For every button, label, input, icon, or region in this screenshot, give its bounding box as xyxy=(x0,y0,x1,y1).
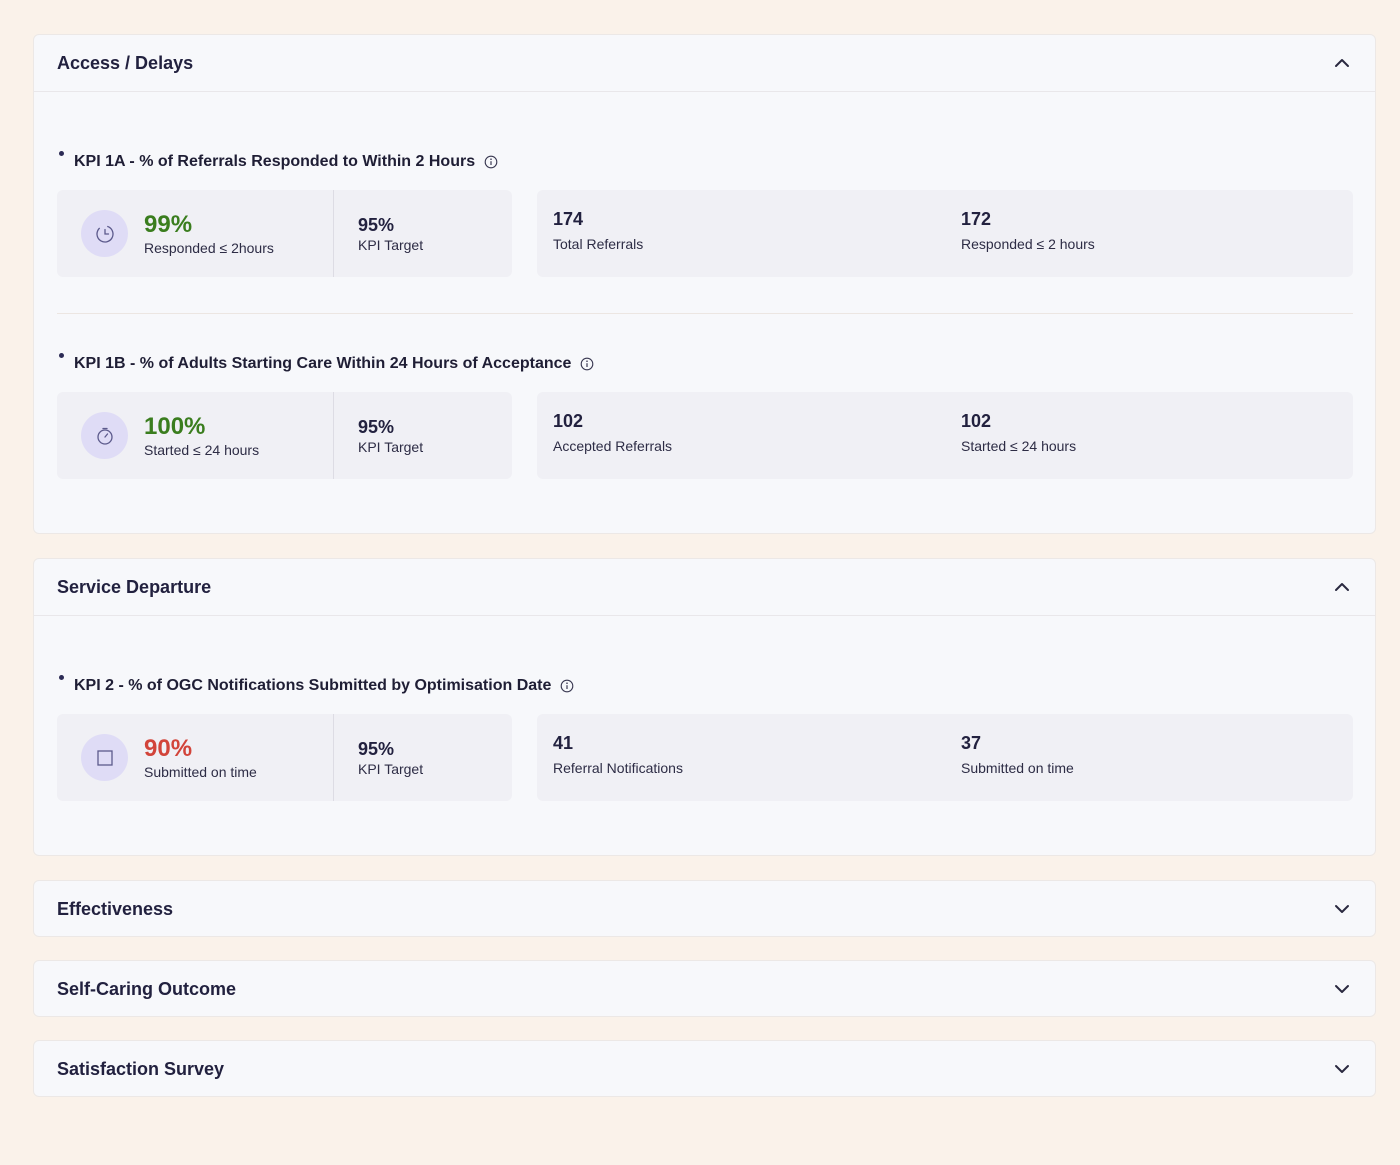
icon-circle xyxy=(81,210,128,257)
kpi-percent-label: Submitted on time xyxy=(144,764,257,780)
kpi-percent: 100% xyxy=(144,413,206,440)
stat-label: Referral Notifications xyxy=(553,760,683,776)
section-header-self-caring-outcome[interactable]: Self-Caring Outcome xyxy=(34,961,1375,1017)
kpi-row: 90% Submitted on time 95% KPI Target 41 … xyxy=(57,714,1353,801)
chevron-down-icon[interactable] xyxy=(1333,900,1351,918)
kpi-summary-card: 99% Responded ≤ 2hours 95% KPI Target xyxy=(57,190,512,277)
section-satisfaction-survey: Satisfaction Survey xyxy=(33,1040,1376,1097)
kpi-2: KPI 2 - % of OGC Notifications Submitted… xyxy=(57,673,1353,801)
bullet-dot xyxy=(59,675,64,680)
icon-circle xyxy=(81,734,128,781)
chevron-up-icon[interactable] xyxy=(1333,54,1351,72)
kpi-target-value: 95% xyxy=(358,417,395,437)
section-title: Effectiveness xyxy=(57,898,174,919)
kpi-stats-card: 41 Referral Notifications 37 Submitted o… xyxy=(537,714,1353,801)
stat-value: 41 xyxy=(553,733,574,753)
percent-block: 100% Started ≤ 24 hours xyxy=(144,413,259,458)
stat-total: 102 Accepted Referrals xyxy=(553,410,672,454)
kpi-percent-label: Responded ≤ 2hours xyxy=(144,240,274,256)
stat-label: Submitted on time xyxy=(961,760,1074,776)
stat-achieved: 172 Responded ≤ 2 hours xyxy=(961,208,1095,252)
kpi-percent-panel: 99% Responded ≤ 2hours xyxy=(57,190,334,277)
kpi-percent: 90% xyxy=(144,735,193,762)
stat-value: 174 xyxy=(553,209,584,229)
kpi-title: KPI 1A - % of Referrals Responded to Wit… xyxy=(57,149,1353,175)
chevron-down-icon[interactable] xyxy=(1333,1060,1351,1078)
kpi-row: 100% Started ≤ 24 hours 95% KPI Target 1… xyxy=(57,392,1353,479)
stat-value: 102 xyxy=(961,411,992,431)
stat-total: 41 Referral Notifications xyxy=(553,732,683,776)
chevron-up-icon[interactable] xyxy=(1333,578,1351,596)
kpi-target-label: KPI Target xyxy=(358,761,424,777)
section-access-delays: Access / Delays KPI 1A - % of Referrals … xyxy=(33,34,1376,534)
kpi-target-value: 95% xyxy=(358,739,395,759)
kpi-summary-card: 100% Started ≤ 24 hours 95% KPI Target xyxy=(57,392,512,479)
section-header-service-departure[interactable]: Service Departure xyxy=(34,559,1375,615)
stat-label: Accepted Referrals xyxy=(553,438,673,454)
section-header-effectiveness[interactable]: Effectiveness xyxy=(34,881,1375,937)
info-icon[interactable] xyxy=(560,679,574,693)
section-header-satisfaction-survey[interactable]: Satisfaction Survey xyxy=(34,1041,1375,1097)
info-icon[interactable] xyxy=(484,155,498,169)
section-body: KPI 1A - % of Referrals Responded to Wit… xyxy=(34,91,1375,534)
bullet-dot xyxy=(59,151,64,156)
stat-value: 37 xyxy=(961,733,982,753)
section-self-caring-outcome: Self-Caring Outcome xyxy=(33,960,1376,1017)
clock-icon xyxy=(95,224,114,243)
section-service-departure: Service Departure KPI 2 - % of OGC Notif… xyxy=(33,558,1376,856)
checkbox-icon xyxy=(96,749,113,766)
kpi-target-panel: 95% KPI Target xyxy=(334,190,423,277)
kpi-stats-card: 174 Total Referrals 172 Responded ≤ 2 ho… xyxy=(537,190,1353,277)
section-title: Self-Caring Outcome xyxy=(57,978,237,999)
stopwatch-icon xyxy=(96,427,113,445)
kpi-title-text: KPI 1B - % of Adults Starting Care Withi… xyxy=(74,355,572,372)
stat-total: 174 Total Referrals xyxy=(553,208,643,252)
kpi-summary-card: 90% Submitted on time 95% KPI Target xyxy=(57,714,512,801)
kpi-stats-card: 102 Accepted Referrals 102 Started ≤ 24 … xyxy=(537,392,1353,479)
kpi-target-label: KPI Target xyxy=(358,439,424,455)
kpi-title: KPI 1B - % of Adults Starting Care Withi… xyxy=(57,351,1353,377)
stat-label: Total Referrals xyxy=(553,236,644,252)
stat-label: Responded ≤ 2 hours xyxy=(961,236,1095,252)
kpi-title-text: KPI 2 - % of OGC Notifications Submitted… xyxy=(74,677,552,694)
kpi-target-value: 95% xyxy=(358,215,395,235)
kpi-percent-panel: 90% Submitted on time xyxy=(57,714,334,801)
stat-achieved: 37 Submitted on time xyxy=(961,732,1074,776)
kpi-percent: 99% xyxy=(144,211,193,238)
chevron-down-icon[interactable] xyxy=(1333,980,1351,998)
bullet-dot xyxy=(59,353,64,358)
stat-value: 172 xyxy=(961,209,992,229)
kpi-target-panel: 95% KPI Target xyxy=(334,714,423,801)
stat-label: Started ≤ 24 hours xyxy=(961,438,1077,454)
info-icon[interactable] xyxy=(580,357,594,371)
stat-value: 102 xyxy=(553,411,584,431)
kpi-target-panel: 95% KPI Target xyxy=(334,392,423,479)
percent-block: 90% Submitted on time xyxy=(144,735,257,780)
kpi-percent-panel: 100% Started ≤ 24 hours xyxy=(57,392,334,479)
kpi-1a: KPI 1A - % of Referrals Responded to Wit… xyxy=(57,149,1353,277)
stat-achieved: 102 Started ≤ 24 hours xyxy=(961,410,1076,454)
section-header-access-delays[interactable]: Access / Delays xyxy=(34,35,1375,91)
section-title: Access / Delays xyxy=(57,52,194,73)
icon-circle xyxy=(81,412,128,459)
kpi-target-label: KPI Target xyxy=(358,237,424,253)
section-body: KPI 2 - % of OGC Notifications Submitted… xyxy=(34,615,1375,856)
percent-block: 99% Responded ≤ 2hours xyxy=(144,211,274,256)
section-effectiveness: Effectiveness xyxy=(33,880,1376,937)
kpi-percent-label: Started ≤ 24 hours xyxy=(144,442,260,458)
kpi-1b: KPI 1B - % of Adults Starting Care Withi… xyxy=(57,351,1353,479)
section-title: Satisfaction Survey xyxy=(57,1058,225,1079)
kpi-divider xyxy=(57,313,1353,314)
kpi-title: KPI 2 - % of OGC Notifications Submitted… xyxy=(57,673,1353,699)
kpi-row: 99% Responded ≤ 2hours 95% KPI Target 17… xyxy=(57,190,1353,277)
section-title: Service Departure xyxy=(57,576,212,597)
kpi-title-text: KPI 1A - % of Referrals Responded to Wit… xyxy=(74,153,476,170)
